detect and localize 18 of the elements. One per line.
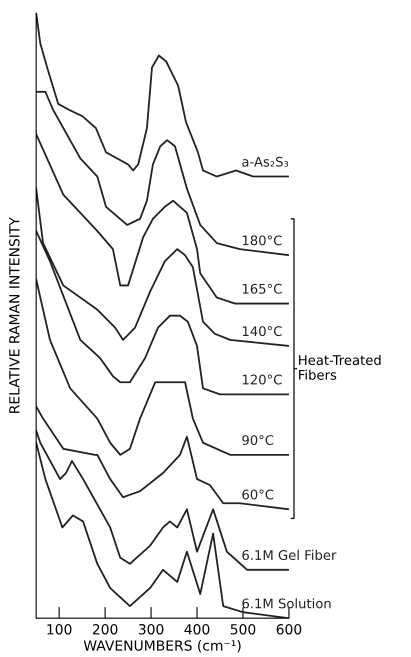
series-label: 165°C <box>242 284 282 294</box>
series-label: 6.1M Solution <box>242 598 331 608</box>
series-label: 180°C <box>242 235 282 246</box>
x-tick-label: 500 <box>230 624 256 635</box>
y-axis-title: RELATIVE RAMAN INTENSITY <box>9 217 20 413</box>
series-label: 60°C <box>242 490 274 500</box>
x-tick-label: 100 <box>47 624 72 635</box>
series-label: 90°C <box>242 435 274 446</box>
series-label: a-As₂S₃ <box>242 156 288 167</box>
x-tick-label: 300 <box>138 624 164 635</box>
series-label: 6.1M Gel Fiber <box>242 550 336 560</box>
series-label: 140°C <box>242 326 282 336</box>
x-tick-label: 200 <box>92 624 118 635</box>
series-label: 120°C <box>242 374 282 385</box>
x-tick-label: 600 <box>276 624 302 635</box>
text: Heat-Treated Fibers <box>299 354 381 380</box>
x-tick-label: 400 <box>184 624 210 635</box>
x-axis-title: WAVENUMBERS (cm⁻¹) <box>84 640 241 652</box>
